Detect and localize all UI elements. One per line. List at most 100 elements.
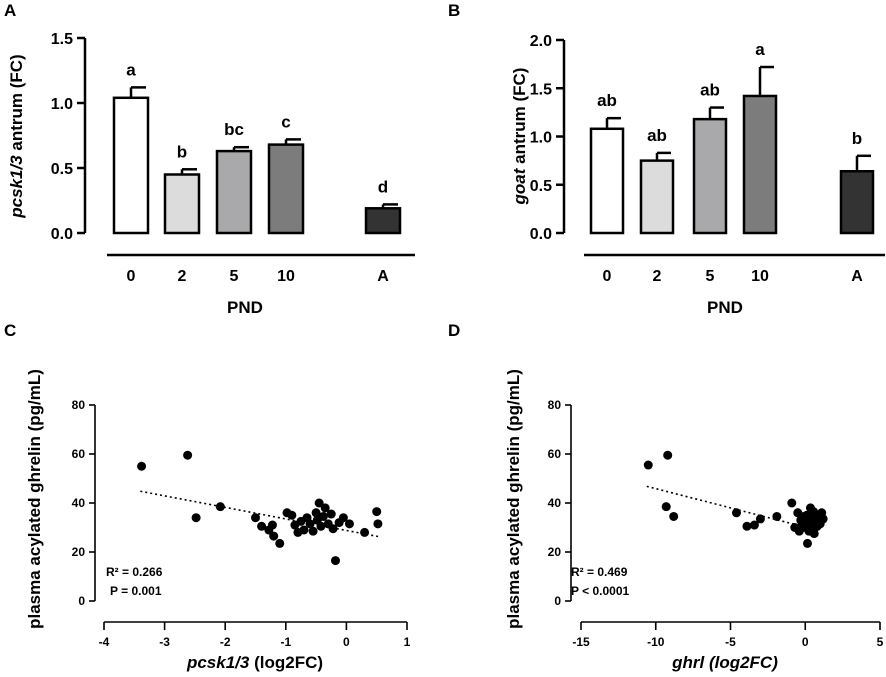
panel-c-x-tick-label: -2 <box>220 635 231 649</box>
panel-letter-a: A <box>4 1 16 20</box>
panel-c-data-point <box>330 556 340 566</box>
panel-c-data-point <box>316 521 326 531</box>
panel-d-x-tick-label: -10 <box>647 635 665 649</box>
panel-d-p-value: P < 0.0001 <box>571 584 629 598</box>
panel-c-x-rest: (log2FC) <box>249 653 323 672</box>
panel-c-x-tick-label: -1 <box>280 635 291 649</box>
panel-a-bar <box>163 173 201 235</box>
panel-c-data-point <box>314 498 324 508</box>
panel-b-y-tick-label: 2.0 <box>530 33 552 50</box>
panel-b-significance-label: ab <box>647 126 667 145</box>
panel-b-x-tick-label: A <box>851 268 863 285</box>
panel-c-y-tick-label: 20 <box>72 545 86 559</box>
panel-c-data-point <box>308 526 318 536</box>
panel-d-x-tick-label: 0 <box>802 635 809 649</box>
panel-b-significance-label: b <box>852 129 862 148</box>
panel-d-data-point <box>663 450 673 460</box>
panel-c-y-tick-label: 0 <box>78 594 85 608</box>
panel-c-data-point <box>287 510 297 520</box>
panel-a-bar <box>267 143 305 235</box>
panel-d-x-axis-title: ghrl (log2FC) <box>671 653 778 672</box>
panel-d-plot-area: 0 20 40 60 80 -15 -10 -5 0 5 <box>548 398 884 649</box>
panel-b-bar <box>639 159 675 235</box>
panel-b-y-tick-label: 0.0 <box>530 226 552 243</box>
panel-a-y-axis-title: pcsk1/3 antrum (FC) <box>7 54 26 218</box>
panel-b-bar <box>839 169 875 235</box>
panel-c-data-point <box>326 509 336 519</box>
panel-a-y-tick-label: 0.0 <box>51 226 73 243</box>
panel-d-y-tick-label: 0 <box>554 594 561 608</box>
panel-b-significance-label: a <box>755 40 765 59</box>
panel-a-y-tick-label: 1.5 <box>51 31 73 48</box>
panel-a-x-tick-label: 2 <box>178 268 187 285</box>
panel-c-p-value: P = 0.001 <box>110 584 162 598</box>
panel-b-bar <box>692 117 728 235</box>
panel-d-y-tick-label: 20 <box>548 545 562 559</box>
panel-a-bar <box>364 207 402 235</box>
panel-a-x-axis-title: PND <box>227 298 263 317</box>
panel-c-data-point <box>311 508 321 518</box>
panel-c-x-axis-title: pcsk1/3 (log2FC) <box>186 653 323 672</box>
panel-b-plot-area: 0.0 0.5 1.0 1.5 2.0 ab 0 ab 2 ab 5 a 10 b A <box>530 33 885 285</box>
panel-b-y-axis-title: goat antrum (FC) <box>510 68 529 206</box>
panel-d-data-point <box>802 538 812 548</box>
panel-d-y-tick-label: 40 <box>548 496 562 510</box>
panel-a-bar <box>112 96 150 235</box>
panel-d-data-point <box>772 511 782 521</box>
panel-a-plot-area: 0.0 0.5 1.0 1.5 a 0 b 2 bc 5 c 10 d A <box>51 31 415 285</box>
panel-c-data-point <box>318 511 328 521</box>
panel-b-y-gene: goat <box>510 167 529 205</box>
panel-c-data-point <box>320 503 330 513</box>
panel-d-data-point <box>749 520 759 530</box>
panel-b-y-tick-label: 0.5 <box>530 178 552 195</box>
panel-d-y-tick-label: 80 <box>548 398 562 412</box>
panel-letter-b: B <box>448 1 460 20</box>
panel-b-significance-label: ab <box>700 81 720 100</box>
panel-b-x-tick-label: 5 <box>706 268 715 285</box>
panel-a-significance-label: c <box>281 112 290 131</box>
panel-c-data-point <box>373 519 383 529</box>
panel-c-data-point <box>267 520 277 530</box>
panel-d-scatter-plot: 0 20 40 60 80 -15 -10 -5 0 5 plasma acylated ghre… <box>504 369 884 672</box>
panel-d-y-axis-title: plasma acylated ghrelin (pg/mL) <box>504 369 523 629</box>
panel-c-data-point <box>360 527 370 537</box>
panel-b-x-tick-label: 0 <box>603 268 612 285</box>
panel-c-data-point <box>305 519 315 529</box>
panel-c-data-point <box>299 525 309 535</box>
panel-c-x-gene: pcsk1/3 <box>186 653 250 672</box>
panel-c-data-point <box>344 519 354 529</box>
panel-d-r-squared: R² = 0.469 <box>571 565 628 579</box>
panel-c-y-tick-label: 80 <box>72 398 86 412</box>
panel-a-y-tick-label: 0.5 <box>51 161 73 178</box>
panel-c-trendline <box>140 490 380 538</box>
panel-d-data-point <box>742 521 752 531</box>
panel-c-y-axis-title: plasma acylated ghrelin (pg/mL) <box>25 369 44 629</box>
panel-d-data-point <box>755 514 765 524</box>
panel-a-bar <box>215 149 253 235</box>
panel-c-data-point <box>257 521 267 531</box>
panel-c-data-point <box>372 507 382 517</box>
panel-d-data-point <box>643 460 653 470</box>
panel-c-data-point <box>275 538 285 548</box>
panel-d-x-tick-label: -5 <box>725 635 736 649</box>
panel-a-y-gene: pcsk1/3 <box>7 155 26 219</box>
panel-d-data-point <box>661 502 671 512</box>
panel-c-plot-area: 0 20 40 60 80 -4 -3 -2 -1 0 1 <box>72 398 411 649</box>
panel-a-x-tick-label: 10 <box>277 268 295 285</box>
panel-b-bar-chart: 0.0 0.5 1.0 1.5 2.0 ab 0 ab 2 ab 5 a 10 b A goat antru… <box>510 33 885 317</box>
panel-c-scatter-plot: 0 20 40 60 80 -4 -3 -2 -1 0 1 plasma acylated ghre… <box>25 369 411 672</box>
panel-c-x-tick-label: -4 <box>99 635 110 649</box>
panel-b-x-tick-label: 2 <box>653 268 662 285</box>
panel-d-y-tick-label: 60 <box>548 447 562 461</box>
panel-a-significance-label: b <box>177 142 187 161</box>
panel-a-significance-label: a <box>126 60 136 79</box>
panel-c-data-point <box>269 531 279 541</box>
panel-b-y-tick-label: 1.5 <box>530 81 552 98</box>
panel-c-data-point <box>215 502 225 512</box>
panel-b-bar <box>589 127 625 235</box>
panel-d-data-point <box>818 514 828 524</box>
panel-a-y-tick-label: 1.0 <box>51 96 73 113</box>
panel-c-y-tick-label: 40 <box>72 496 86 510</box>
panel-a-y-rest: antrum (FC) <box>7 54 26 155</box>
